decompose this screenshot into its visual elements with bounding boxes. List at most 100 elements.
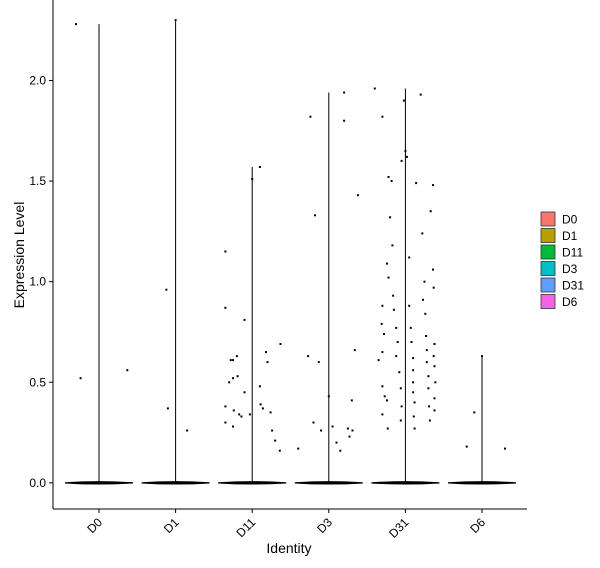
violin-d0	[64, 481, 134, 485]
data-point	[391, 244, 394, 247]
data-point	[387, 176, 390, 178]
legend-swatch-d31	[540, 277, 556, 293]
x-tick-label: D31	[386, 515, 412, 541]
data-point	[405, 155, 408, 158]
data-point	[377, 359, 380, 362]
data-point	[309, 115, 312, 118]
points-layer	[75, 19, 506, 452]
data-point	[79, 377, 82, 380]
data-point	[432, 286, 435, 289]
data-point	[75, 23, 77, 26]
data-point	[410, 341, 413, 343]
violin-d6	[447, 481, 517, 485]
x-tick-label: D1	[161, 515, 182, 536]
data-point	[269, 411, 272, 414]
data-point	[381, 115, 384, 118]
data-point	[432, 355, 435, 358]
data-point	[279, 343, 282, 345]
data-point	[434, 381, 437, 384]
data-point	[419, 93, 422, 96]
data-point	[248, 413, 251, 416]
data-point	[224, 405, 227, 408]
legend-label-d3: D3	[562, 262, 578, 276]
data-point	[224, 421, 227, 424]
data-point	[353, 349, 356, 352]
data-point	[433, 409, 436, 412]
data-point	[412, 415, 415, 418]
data-point	[432, 184, 434, 187]
data-point	[428, 419, 431, 422]
data-point	[266, 361, 269, 364]
legend-swatch-d6	[540, 294, 556, 309]
legend-swatch-d3	[540, 261, 556, 276]
data-point	[409, 326, 412, 329]
data-point	[232, 409, 235, 412]
y-tick-label: 1.5	[29, 174, 46, 188]
data-point	[428, 405, 431, 408]
legend: D0 D1 D11 D3 D31 D6	[540, 211, 584, 309]
y-tick-label: 2.0	[29, 73, 46, 87]
data-point	[383, 333, 385, 335]
data-point	[433, 397, 436, 400]
data-point	[408, 304, 411, 307]
data-point	[381, 304, 384, 307]
data-point	[232, 359, 234, 362]
data-point	[236, 375, 239, 378]
data-point	[381, 385, 384, 388]
legend-swatch-d11	[540, 244, 556, 260]
legend-label-d1: D1	[562, 229, 578, 243]
violin-d11	[218, 481, 287, 485]
data-point	[392, 294, 395, 297]
data-point	[297, 447, 300, 450]
data-point	[373, 87, 376, 90]
data-point	[423, 280, 426, 283]
data-point	[424, 312, 427, 315]
data-point	[307, 355, 310, 358]
data-point	[396, 341, 399, 343]
data-point	[400, 159, 403, 162]
data-point	[174, 19, 177, 22]
data-point	[422, 298, 424, 301]
data-point	[399, 387, 402, 390]
legend-swatch-d0	[540, 211, 556, 227]
violin-d1	[141, 481, 210, 485]
data-point	[343, 119, 346, 122]
data-point	[261, 407, 264, 410]
x-axis-title: Identity	[266, 540, 311, 556]
data-point	[228, 381, 231, 384]
data-point	[186, 429, 189, 432]
data-point	[421, 232, 424, 235]
y-axis-title: Expression Level	[11, 202, 27, 309]
legend-label-d6: D6	[562, 295, 578, 309]
data-point	[408, 256, 411, 259]
data-point	[473, 411, 476, 414]
violin-layer	[64, 20, 517, 485]
data-point	[243, 318, 246, 321]
data-point	[386, 262, 388, 265]
data-point	[235, 355, 238, 358]
data-point	[402, 99, 405, 102]
data-point	[390, 180, 393, 183]
data-point	[412, 391, 415, 394]
data-point	[412, 357, 415, 360]
data-point	[258, 166, 261, 168]
data-point	[412, 381, 415, 384]
data-point	[481, 355, 483, 358]
data-point	[274, 439, 277, 442]
data-point	[392, 308, 395, 311]
y-tick-label: 0.5	[29, 375, 46, 389]
x-tick-label: D3	[314, 515, 335, 536]
data-point	[400, 405, 403, 408]
data-point	[465, 445, 468, 448]
data-point	[224, 306, 227, 309]
data-point	[433, 343, 436, 345]
data-point	[343, 91, 346, 94]
data-point	[389, 216, 392, 219]
data-point	[380, 322, 383, 325]
data-point	[399, 419, 402, 422]
data-point	[165, 288, 168, 291]
data-point	[314, 214, 316, 217]
violin-d3	[294, 481, 363, 485]
data-point	[425, 361, 428, 364]
